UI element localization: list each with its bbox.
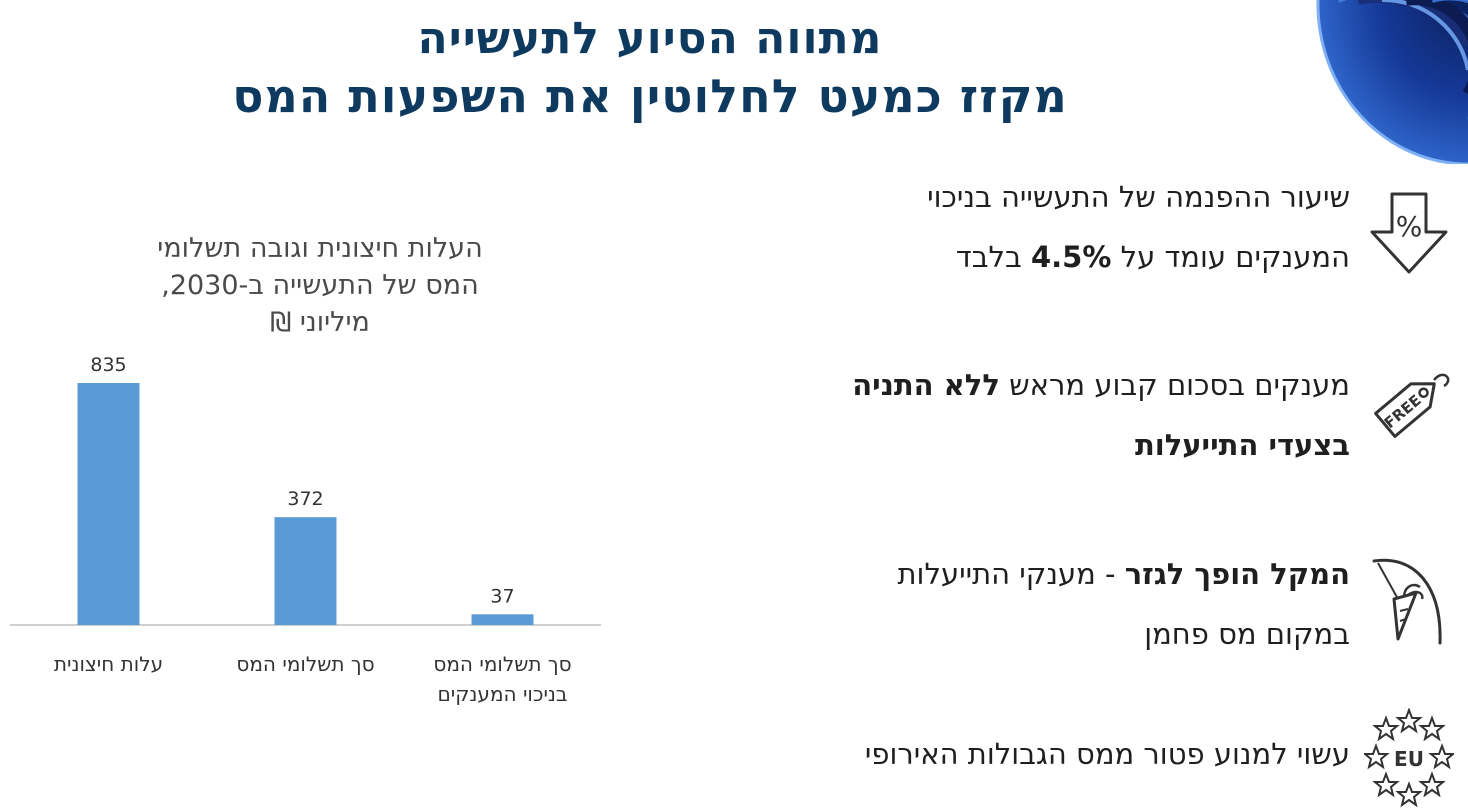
bullet-3-line-1: המקל הופך לגזר - מענקי התייעלות [898, 557, 1351, 591]
category-label-line: עלות חיצונית [53, 652, 164, 676]
chart-title-line-3: מיליוני ₪ [270, 307, 370, 338]
page-title-line-1: מתווה הסיוע לתעשייה [417, 13, 883, 64]
free-tag-icon: FREE [1374, 373, 1450, 438]
category-label-line: בניכוי המענקים [437, 682, 568, 706]
bullet-2-line-1-bold: ללא התניה [852, 368, 1000, 402]
eu-stars-icon: EU [1364, 708, 1454, 808]
data-label: 372 [287, 488, 323, 510]
bullet-3-line-1-suffix: - מענקי התייעלות [897, 557, 1125, 591]
data-label: 835 [90, 354, 126, 376]
bar [471, 614, 534, 625]
svg-text:FREE: FREE [1381, 391, 1425, 432]
data-label: 37 [490, 585, 514, 607]
carrot-stick-icon [1372, 558, 1442, 645]
percent-down-arrow-icon: % [1370, 192, 1448, 274]
bar [274, 517, 337, 625]
bullet-2-line-2: בצעדי התייעלות [1135, 428, 1350, 462]
bullet-1-line-2: המענקים עומד על 4.5% בלבד [956, 240, 1350, 274]
bullet-1-line-2-prefix: המענקים עומד על [1111, 240, 1350, 274]
svg-text:EU: EU [1394, 747, 1424, 771]
bar [77, 383, 140, 625]
category-label: סך תשלומי המס בניכוי המענקים [403, 649, 603, 709]
bar-chart: 835 372 37 [10, 354, 601, 626]
bullet-4-line-1: עשוי למנוע פטור ממס הגבולות האירופי [864, 737, 1350, 771]
bullet-2-line-1-prefix: מענקים בסכום קבוע מראש [999, 368, 1350, 402]
bullet-1-line-2-suffix: בלבד [955, 240, 1031, 274]
category-label-line: סך תשלומי המס [236, 652, 375, 676]
bullet-1-highlight: 4.5% [1030, 240, 1112, 274]
bullet-2-line-2-bold: בצעדי התייעלות [1134, 428, 1350, 462]
page-title-line-2: מקזז כמעט לחלוטין את השפעות המס [232, 69, 1068, 123]
category-label-line: סך תשלומי המס [433, 652, 572, 676]
chart-title-line-1: העלות חיצונית וגובה תשלומי [157, 233, 483, 264]
bullet-3-line-2: במקום מס פחמן [1144, 617, 1350, 651]
corner-decoration-icon [1316, 0, 1468, 164]
category-label: סך תשלומי המס [206, 649, 406, 679]
bullet-1-line-1: שיעור ההפנמה של התעשייה בניכוי [927, 180, 1350, 214]
bullet-3-line-1-bold: המקל הופך לגזר [1124, 557, 1350, 591]
svg-text:%: % [1396, 210, 1423, 243]
category-label: עלות חיצונית [9, 649, 209, 679]
chart-title: העלות חיצונית וגובה תשלומי המס של התעשיי… [80, 230, 560, 341]
bullet-2-line-1: מענקים בסכום קבוע מראש ללא התניה [852, 368, 1350, 402]
chart-title-line-2: המס של התעשייה ב-2030, [161, 270, 479, 301]
